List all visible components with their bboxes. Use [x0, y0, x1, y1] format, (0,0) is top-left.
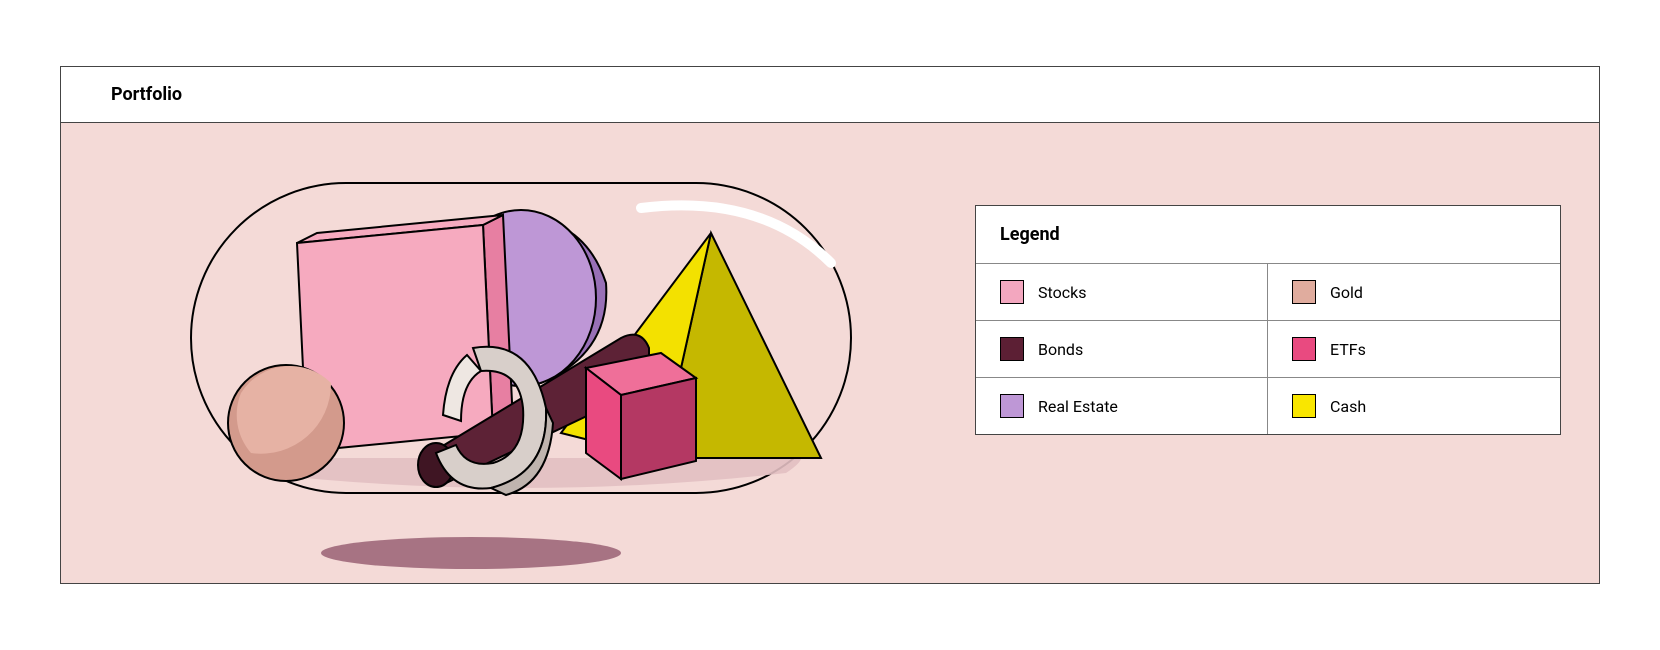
legend-item-etfs: ETFs: [1268, 321, 1560, 378]
panel-header: Portfolio: [61, 67, 1599, 123]
legend-label: Gold: [1330, 283, 1363, 302]
legend-item-cash: Cash: [1268, 378, 1560, 434]
floor-shadow: [321, 537, 621, 569]
swatch-cash: [1292, 394, 1316, 418]
legend-item-gold: Gold: [1268, 264, 1560, 321]
legend-grid: Stocks Gold Bonds ETFs Real Estate: [976, 264, 1560, 434]
panel-title: Portfolio: [111, 84, 182, 105]
legend-label: Stocks: [1038, 283, 1086, 302]
legend-label: Real Estate: [1038, 397, 1118, 416]
legend-label: ETFs: [1330, 340, 1366, 359]
swatch-gold: [1292, 280, 1316, 304]
swatch-stocks: [1000, 280, 1024, 304]
legend-item-stocks: Stocks: [976, 264, 1268, 321]
legend: Legend Stocks Gold Bonds ETFs: [975, 205, 1561, 435]
portfolio-illustration: [101, 123, 921, 583]
swatch-etfs: [1292, 337, 1316, 361]
etf-shape: [586, 353, 696, 479]
legend-item-bonds: Bonds: [976, 321, 1268, 378]
panel-body: Legend Stocks Gold Bonds ETFs: [61, 123, 1599, 583]
legend-label: Cash: [1330, 397, 1366, 416]
portfolio-panel: Portfolio: [60, 66, 1600, 584]
swatch-real-estate: [1000, 394, 1024, 418]
legend-label: Bonds: [1038, 340, 1083, 359]
swatch-bonds: [1000, 337, 1024, 361]
gold-shape: [228, 365, 344, 481]
legend-title: Legend: [976, 206, 1560, 264]
legend-item-real-estate: Real Estate: [976, 378, 1268, 434]
